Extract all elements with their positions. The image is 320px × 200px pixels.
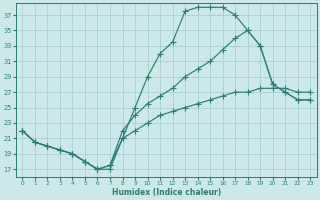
X-axis label: Humidex (Indice chaleur): Humidex (Indice chaleur) xyxy=(112,188,221,197)
